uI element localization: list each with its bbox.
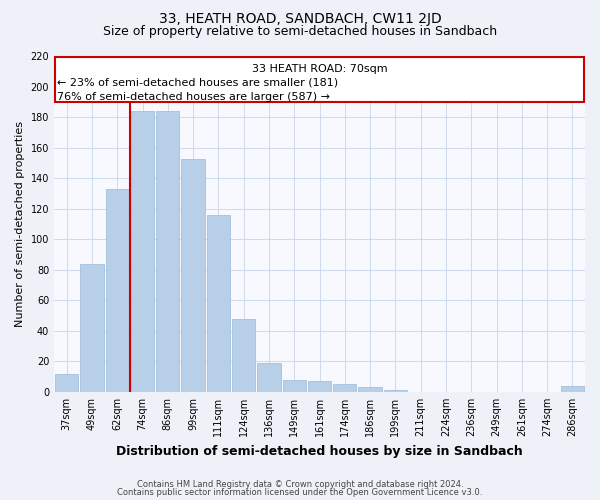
- Bar: [106, 189, 129, 392]
- Y-axis label: Number of semi-detached properties: Number of semi-detached properties: [15, 121, 25, 327]
- Text: 33 HEATH ROAD: 70sqm: 33 HEATH ROAD: 70sqm: [251, 64, 387, 74]
- Bar: [384, 390, 407, 392]
- FancyBboxPatch shape: [55, 56, 584, 102]
- Text: Contains public sector information licensed under the Open Government Licence v3: Contains public sector information licen…: [118, 488, 482, 497]
- Bar: [131, 112, 154, 392]
- X-axis label: Distribution of semi-detached houses by size in Sandbach: Distribution of semi-detached houses by …: [116, 444, 523, 458]
- Bar: [333, 384, 356, 392]
- Text: ← 23% of semi-detached houses are smaller (181): ← 23% of semi-detached houses are smalle…: [57, 78, 338, 88]
- Bar: [156, 112, 179, 392]
- Bar: [232, 318, 256, 392]
- Bar: [283, 380, 306, 392]
- Text: 33, HEATH ROAD, SANDBACH, CW11 2JD: 33, HEATH ROAD, SANDBACH, CW11 2JD: [158, 12, 442, 26]
- Text: Size of property relative to semi-detached houses in Sandbach: Size of property relative to semi-detach…: [103, 25, 497, 38]
- Bar: [181, 158, 205, 392]
- Bar: [207, 215, 230, 392]
- Bar: [358, 388, 382, 392]
- Bar: [55, 374, 79, 392]
- Text: Contains HM Land Registry data © Crown copyright and database right 2024.: Contains HM Land Registry data © Crown c…: [137, 480, 463, 489]
- Bar: [561, 386, 584, 392]
- Bar: [308, 382, 331, 392]
- Text: 76% of semi-detached houses are larger (587) →: 76% of semi-detached houses are larger (…: [57, 92, 330, 102]
- Bar: [80, 264, 104, 392]
- Bar: [257, 363, 281, 392]
